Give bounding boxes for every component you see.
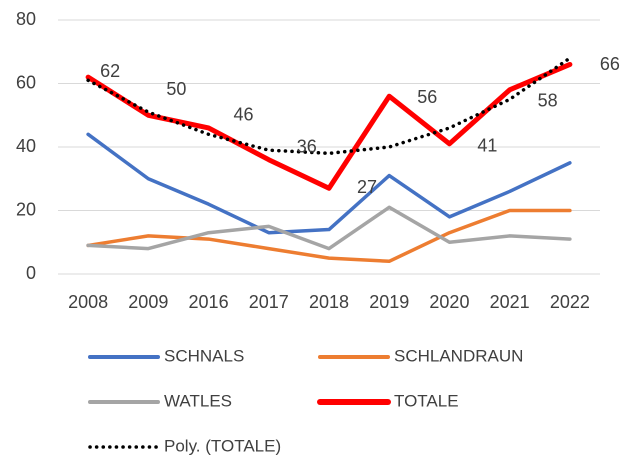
- x-tick-label: 2016: [189, 292, 229, 312]
- series-line: [86, 205, 572, 251]
- series-line: [86, 132, 572, 235]
- x-tick-label: 2008: [68, 292, 108, 312]
- data-label: 41: [477, 136, 497, 156]
- data-label: 58: [538, 91, 558, 111]
- data-label: 27: [357, 177, 377, 197]
- series-line: [86, 56, 572, 156]
- x-tick-label: 2019: [369, 292, 409, 312]
- x-tick-label: 2021: [490, 292, 530, 312]
- legend-label: Poly. (TOTALE): [164, 436, 281, 455]
- legend-label: WATLES: [164, 391, 232, 410]
- data-label: 62: [100, 61, 120, 81]
- data-label: 46: [234, 105, 254, 125]
- y-tick-label: 40: [16, 136, 36, 156]
- legend-label: SCHNALS: [164, 346, 244, 365]
- series-line: [86, 208, 572, 264]
- y-tick-label: 0: [26, 263, 36, 283]
- data-label: 50: [166, 79, 186, 99]
- x-tick-label: 2022: [550, 292, 590, 312]
- x-tick-label: 2009: [128, 292, 168, 312]
- data-label: 66: [600, 54, 620, 74]
- y-tick-label: 60: [16, 72, 36, 92]
- data-label: 56: [417, 87, 437, 107]
- data-label: 36: [297, 136, 317, 156]
- legend-label: TOTALE: [394, 391, 459, 410]
- y-tick-label: 20: [16, 199, 36, 219]
- x-tick-label: 2017: [249, 292, 289, 312]
- y-tick-label: 80: [16, 9, 36, 29]
- x-tick-label: 2018: [309, 292, 349, 312]
- x-tick-label: 2020: [429, 292, 469, 312]
- legend-label: SCHLANDRAUN: [394, 346, 523, 365]
